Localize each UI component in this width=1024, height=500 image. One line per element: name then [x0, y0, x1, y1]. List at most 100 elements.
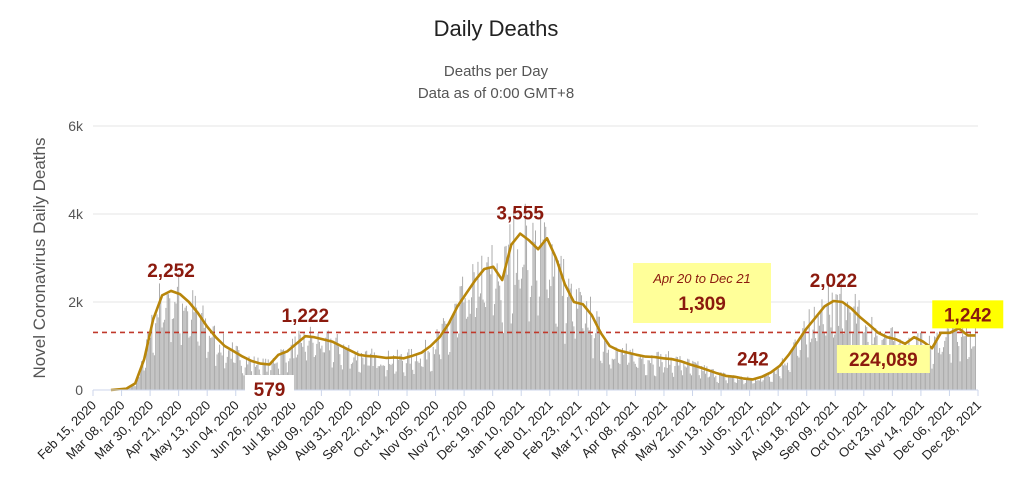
bar	[367, 365, 369, 390]
bar	[482, 299, 484, 390]
bar	[714, 377, 716, 390]
bar	[595, 333, 597, 390]
bar	[696, 363, 698, 390]
bar	[353, 357, 355, 390]
bar	[308, 340, 310, 390]
bar	[734, 382, 736, 390]
bar	[532, 222, 534, 390]
bar	[676, 357, 678, 390]
bar	[568, 278, 570, 390]
annotation-box	[244, 375, 294, 403]
bar	[216, 354, 218, 390]
bar	[362, 357, 364, 390]
bar	[152, 352, 154, 390]
bar	[391, 363, 393, 390]
bar	[725, 380, 727, 390]
bar	[148, 341, 150, 390]
bar	[561, 295, 563, 390]
bar	[242, 373, 244, 390]
bar	[566, 297, 568, 390]
bar	[955, 323, 957, 390]
bar	[485, 307, 487, 390]
bar	[387, 350, 389, 390]
bar	[914, 362, 916, 390]
bar	[499, 285, 501, 390]
bar	[136, 382, 137, 390]
bar	[687, 358, 689, 390]
bar	[376, 367, 378, 390]
bar	[784, 363, 786, 390]
bar	[555, 323, 557, 390]
bar	[691, 375, 693, 390]
bar	[175, 303, 177, 390]
bar	[284, 353, 286, 390]
bar	[496, 263, 498, 390]
bar	[609, 364, 611, 390]
bar	[257, 357, 259, 390]
bar	[765, 376, 767, 390]
bar	[419, 358, 421, 390]
bar	[583, 330, 585, 390]
bar	[344, 348, 346, 390]
bar	[462, 276, 464, 390]
bar	[959, 361, 961, 390]
bar	[441, 323, 443, 390]
bar	[964, 335, 966, 390]
bar	[330, 338, 332, 390]
bar	[237, 346, 238, 390]
bar	[795, 344, 797, 390]
bar	[808, 309, 810, 390]
bar	[706, 366, 708, 390]
bar	[683, 363, 685, 390]
bar	[637, 367, 639, 390]
bar	[790, 349, 792, 390]
bar	[601, 363, 603, 390]
bar	[375, 355, 377, 390]
bar	[459, 286, 461, 390]
bar	[514, 284, 516, 390]
bar	[941, 351, 943, 390]
bar	[785, 365, 787, 390]
bar	[435, 349, 437, 390]
bar	[488, 268, 490, 390]
bar	[165, 307, 167, 390]
bar	[966, 320, 967, 390]
bar	[164, 319, 166, 390]
bar	[162, 322, 164, 390]
bar	[199, 318, 201, 390]
bar	[524, 203, 526, 390]
bar	[366, 350, 368, 390]
bar	[888, 360, 889, 390]
bar	[439, 354, 441, 390]
bar	[960, 337, 962, 390]
bar	[549, 279, 551, 390]
bar	[788, 370, 790, 390]
bar	[813, 306, 815, 390]
bar	[359, 372, 361, 390]
bar	[491, 245, 493, 390]
bar	[343, 344, 345, 390]
bar	[295, 357, 297, 390]
bar	[753, 383, 755, 390]
bar	[169, 298, 171, 390]
bar	[267, 359, 269, 390]
bar	[167, 294, 169, 390]
bar	[569, 288, 571, 390]
bar	[228, 350, 230, 390]
chart-title: Daily Deaths	[434, 16, 559, 41]
bar	[432, 346, 434, 390]
bar	[410, 348, 412, 390]
bar	[378, 366, 380, 390]
bar	[743, 384, 745, 390]
bar	[313, 356, 315, 390]
bar	[587, 327, 589, 390]
bar	[574, 338, 576, 390]
bar	[792, 348, 794, 390]
annotation-box	[836, 345, 930, 373]
bar	[321, 345, 323, 390]
bar	[636, 366, 638, 390]
bar	[818, 325, 820, 390]
bar	[380, 364, 382, 390]
bar	[189, 336, 191, 390]
bar	[371, 348, 373, 390]
